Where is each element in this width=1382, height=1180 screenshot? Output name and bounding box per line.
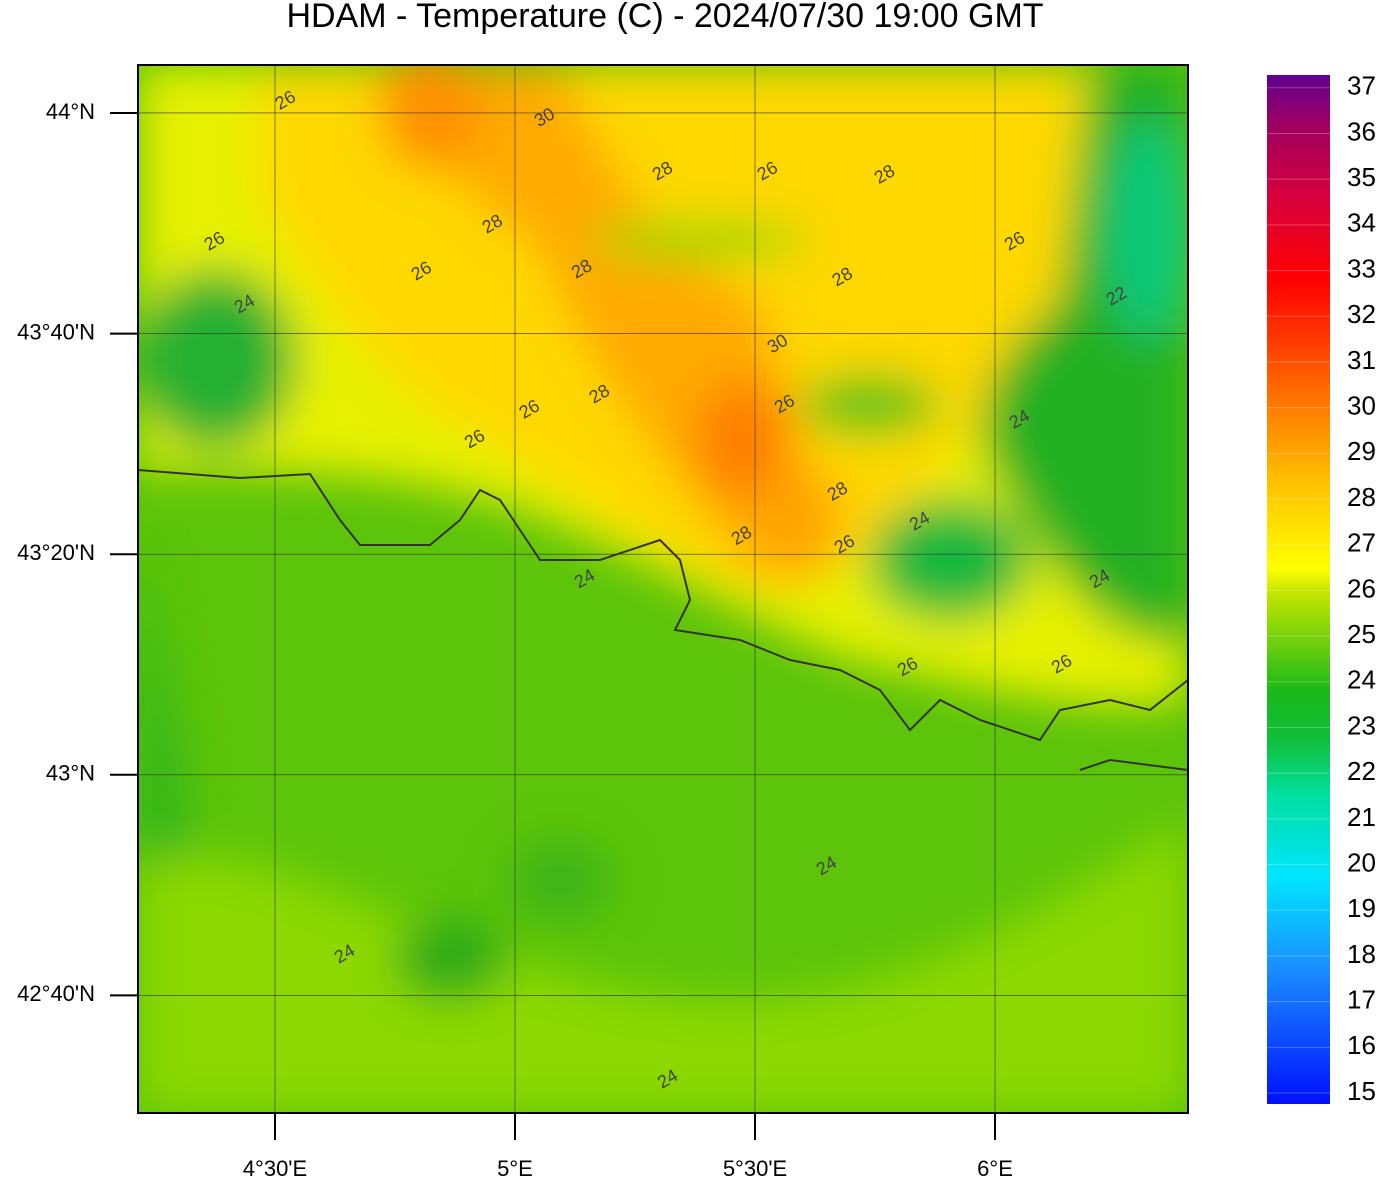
colorbar	[1267, 75, 1330, 1104]
colorbar-label: 33	[1347, 253, 1376, 283]
colorbar-label: 27	[1347, 528, 1376, 558]
colorbar-label: 26	[1347, 573, 1376, 603]
colorbar-label: 23	[1347, 710, 1376, 740]
colorbar-label: 19	[1347, 893, 1376, 923]
colorbar-label: 15	[1347, 1076, 1376, 1106]
colorbar-label: 17	[1347, 985, 1376, 1015]
lon-tick-label: 5°E	[497, 1156, 533, 1180]
lat-tick-label: 43°20'N	[17, 540, 95, 565]
lat-tick-label: 44°N	[46, 99, 95, 124]
colorbar-label: 34	[1347, 208, 1376, 238]
colorbar-label: 22	[1347, 756, 1376, 786]
colorbar-label: 36	[1347, 116, 1376, 146]
lon-tick-label: 6°E	[977, 1156, 1013, 1180]
colorbar-label: 24	[1347, 665, 1376, 695]
lat-tick-label: 43°N	[46, 761, 95, 786]
colorbar-label: 25	[1347, 619, 1376, 649]
colorbar-label: 37	[1347, 71, 1376, 101]
title: HDAM - Temperature (C) - 2024/07/30 19:0…	[286, 0, 1043, 35]
map-frame	[137, 64, 1189, 1114]
graticule	[138, 65, 1188, 1113]
lat-tick-label: 42°40'N	[17, 981, 95, 1006]
colorbar-label: 28	[1347, 482, 1376, 512]
lat-tick-label: 43°40'N	[17, 319, 95, 344]
colorbar-label: 29	[1347, 436, 1376, 466]
colorbar-label: 32	[1347, 299, 1376, 329]
colorbar-label: 35	[1347, 162, 1376, 192]
lon-tick-label: 4°30'E	[243, 1156, 307, 1180]
colorbar-label: 20	[1347, 847, 1376, 877]
lon-tick-label: 5°30'E	[723, 1156, 787, 1180]
colorbar-label: 18	[1347, 939, 1376, 969]
colorbar-label: 16	[1347, 1030, 1376, 1060]
colorbar-label: 30	[1347, 391, 1376, 421]
colorbar-ticks: 15 16 17 18 19 20 21 22 23 24 25 26 27 28 29 30 31 32 33 34…	[1267, 71, 1376, 1106]
colorbar-label: 31	[1347, 345, 1376, 375]
colorbar-label: 21	[1347, 802, 1376, 832]
temperature-field	[138, 65, 1188, 1113]
axes: 44°N 43°40'N 43°20'N 43°N 42°40'N 4°30'E 5°E 5°…	[17, 99, 1013, 1180]
